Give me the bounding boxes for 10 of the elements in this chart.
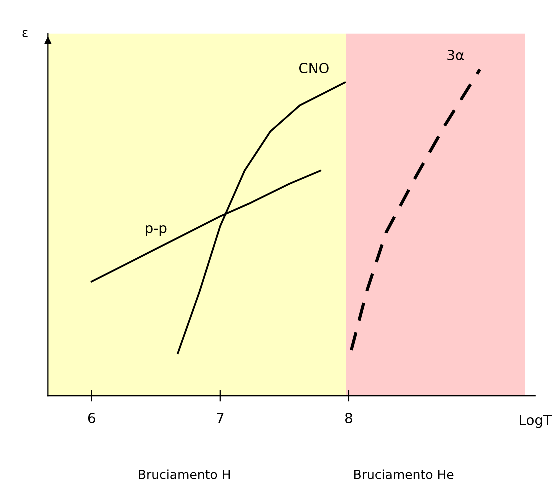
text: Bruciamento He [354,470,454,480]
x-tick-label: 8 [345,412,352,424]
series-label: CNO [299,63,329,74]
series-label: p-p [146,225,167,236]
x-axis-title: LogT [520,415,552,428]
x-tick-label: 6 [88,412,96,424]
x-tick-label: 7 [217,413,224,424]
series-label: 3α [448,50,464,60]
y-axis-title: ε [22,30,28,38]
text: Bruciamento H [139,470,230,480]
